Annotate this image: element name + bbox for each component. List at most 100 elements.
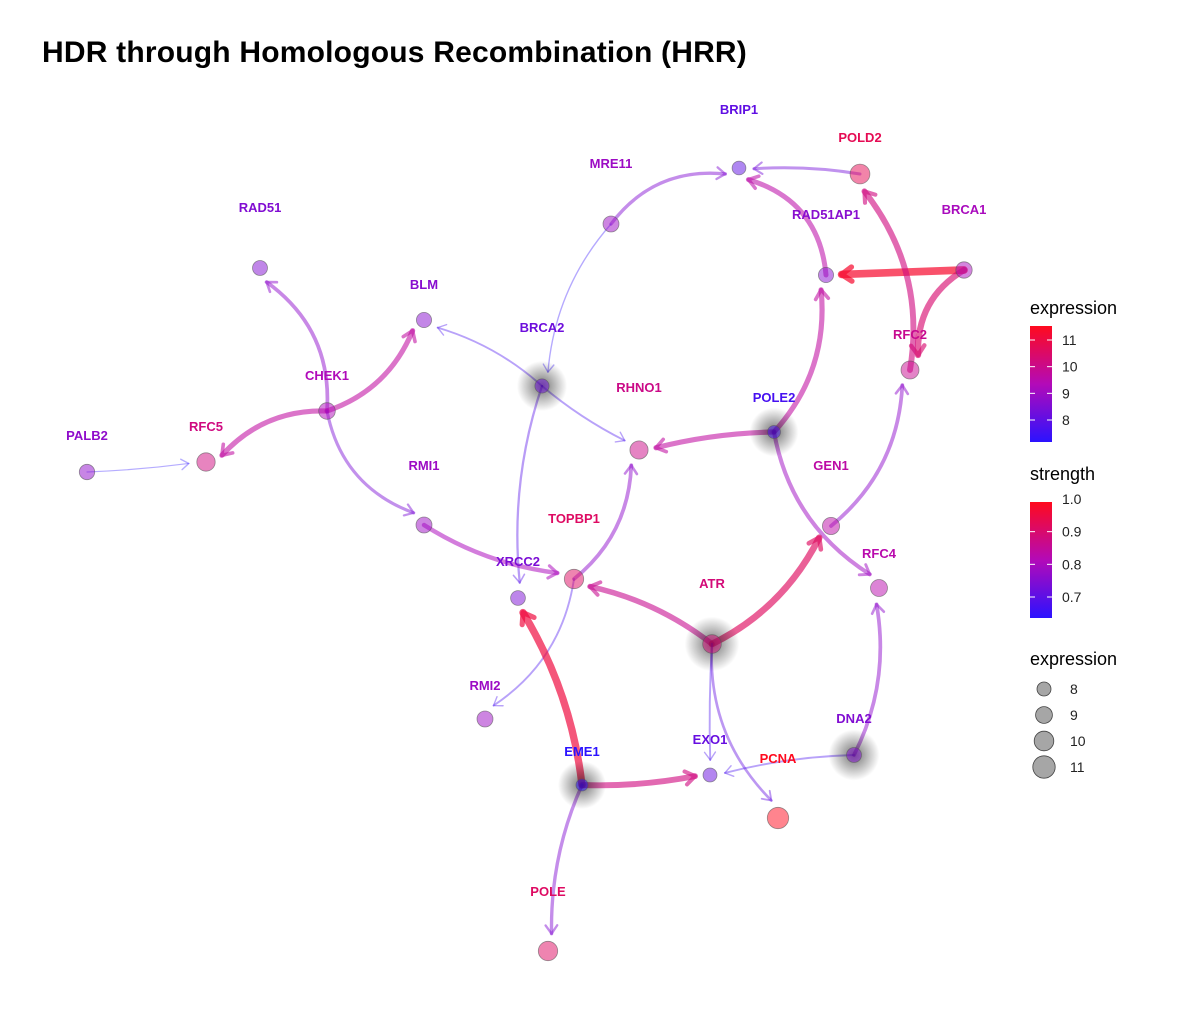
node-xrcc2 <box>510 590 526 606</box>
edge-pold2-brip1 <box>752 166 862 176</box>
node-rmi2 <box>476 710 494 728</box>
chart-title: HDR through Homologous Recombination (HR… <box>42 36 747 69</box>
node-exo1 <box>702 767 718 783</box>
node-label-rad51: RAD51 <box>239 200 282 215</box>
edge-rad51ap1-brip1 <box>745 177 829 278</box>
edge-arrowhead <box>180 458 190 471</box>
edge-arrowhead <box>654 437 669 454</box>
edge-arrowhead <box>544 924 559 935</box>
edge-arrowhead <box>703 751 717 761</box>
edge-brca1-rfc2 <box>914 266 968 359</box>
node-label-rmi2: RMI2 <box>469 678 500 693</box>
edge-arrowhead <box>838 264 855 284</box>
node-rhno1 <box>629 440 649 460</box>
node-label-rmi1: RMI1 <box>408 458 439 473</box>
size-legend-dot <box>1032 755 1056 779</box>
edge-chek1-rfc5 <box>219 408 330 458</box>
node-pole <box>537 940 559 962</box>
edge-arrowhead <box>862 189 878 205</box>
edge-arrowhead <box>682 769 698 787</box>
edge-arrowhead <box>512 573 526 584</box>
legend-strength-title: strength <box>1030 464 1095 484</box>
edge-topbp1-rhno1 <box>572 463 634 581</box>
node-label-topbp1: TOPBP1 <box>548 511 600 526</box>
expression-tick-label: 9 <box>1062 385 1070 401</box>
labels-layer: BRIP1 POLD2 MRE11 RAD51AP1 BRCA1 RAD51 BLM BRCA… <box>66 102 986 899</box>
edge-rmi1-topbp1 <box>421 522 560 576</box>
node-label-mre11: MRE11 <box>590 156 633 171</box>
strength-tick-label: 1.0 <box>1062 491 1082 507</box>
edge-arrowhead <box>870 603 886 616</box>
node-label-rfc4: RFC4 <box>862 546 897 561</box>
edge-arrowhead <box>588 580 603 597</box>
edge-rfc2-pold2 <box>861 188 917 373</box>
edge-arrowhead <box>724 765 735 777</box>
edge-arrowhead <box>715 166 727 181</box>
node-label-pcna: PCNA <box>760 751 797 766</box>
edge-arrowhead <box>519 609 537 628</box>
node-label-pold2: POLD2 <box>838 130 881 145</box>
strength-tick-label: 0.9 <box>1062 524 1082 540</box>
size-legend-dot <box>1033 730 1055 752</box>
node-label-chek1: CHEK1 <box>305 368 349 383</box>
edge-arrowhead <box>220 442 235 458</box>
node-label-rad51ap1: RAD51AP1 <box>792 207 860 222</box>
strength-tick-label: 0.8 <box>1062 556 1082 572</box>
strength-tick-label: 0.7 <box>1062 589 1082 605</box>
node-label-brip1: BRIP1 <box>720 102 758 117</box>
node-pole2 <box>767 425 781 439</box>
node-eme1 <box>575 778 589 792</box>
node-rfc4 <box>870 579 888 597</box>
size-legend-label: 9 <box>1070 707 1078 723</box>
expression-tick-label: 11 <box>1062 332 1077 348</box>
node-blm <box>415 311 432 328</box>
node-label-rfc2: RFC2 <box>893 327 927 342</box>
node-pcna <box>766 806 790 830</box>
node-rfc2 <box>900 360 920 380</box>
edge-arrowhead <box>623 463 639 476</box>
node-rad51 <box>252 260 268 276</box>
size-legend-dot <box>1035 706 1053 724</box>
edge-chek1-blm <box>324 328 416 414</box>
edge-arrowhead <box>806 535 824 552</box>
node-label-brca2: BRCA2 <box>520 320 565 335</box>
node-brca1 <box>955 261 973 279</box>
node-label-palb2: PALB2 <box>66 428 108 443</box>
edge-arrowhead <box>492 696 504 707</box>
node-chek1 <box>318 402 336 420</box>
edge-palb2-rfc5 <box>86 462 190 473</box>
edges-layer <box>86 161 968 936</box>
edge-arrowhead <box>760 789 773 802</box>
edge-arrowhead <box>857 563 872 577</box>
node-dna2 <box>846 747 862 763</box>
node-label-blm: BLM <box>410 277 438 292</box>
size-legend-label: 8 <box>1070 681 1078 697</box>
expression-tick-label: 8 <box>1062 412 1070 428</box>
node-brca2 <box>534 378 550 394</box>
edge-mre11-brip1 <box>609 171 728 226</box>
node-pold2 <box>849 163 871 185</box>
edge-arrowhead <box>894 383 910 396</box>
node-label-gen1: GEN1 <box>813 458 848 473</box>
edge-arrowhead <box>401 328 417 344</box>
edge-gen1-rfc2 <box>829 383 905 528</box>
edge-arrowhead <box>546 564 559 580</box>
edge-arrowhead <box>746 174 761 190</box>
node-label-pole2: POLE2 <box>753 390 796 405</box>
node-brip1 <box>731 160 747 176</box>
size-legend-label: 10 <box>1070 733 1086 749</box>
size-legend-dot <box>1036 681 1052 697</box>
edge-arrowhead <box>265 280 279 294</box>
edge-mre11-brca2 <box>547 223 612 373</box>
edge-arrowhead <box>402 503 415 517</box>
edge-arrowhead <box>614 431 626 443</box>
node-label-rfc5: RFC5 <box>189 419 223 434</box>
edge-arrowhead <box>436 323 448 336</box>
node-mre11 <box>602 215 620 233</box>
node-atr <box>702 634 722 654</box>
node-palb2 <box>78 463 96 481</box>
edge-chek1-rmi1 <box>325 409 416 515</box>
node-label-eme1: EME1 <box>564 744 599 759</box>
